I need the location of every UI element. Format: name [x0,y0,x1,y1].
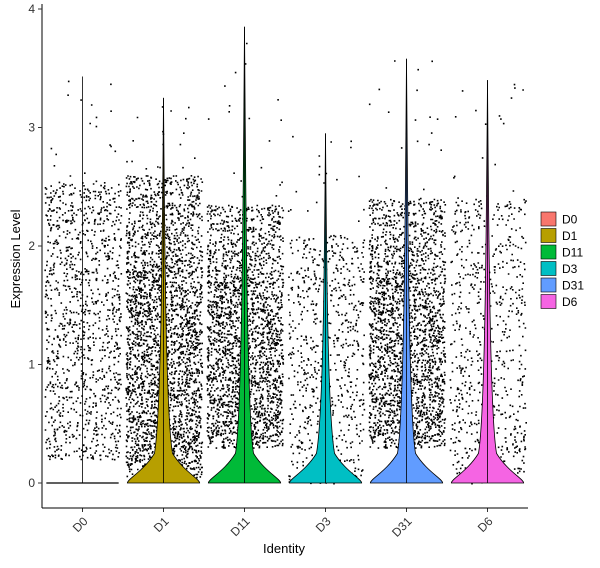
y-tick-label: 3 [28,121,35,135]
legend-label: D0 [562,213,578,227]
x-tick-label: D1 [151,514,172,535]
legend-label: D31 [562,279,584,293]
x-axis-title: Identity [263,541,305,556]
legend-label: D3 [562,262,578,276]
data-points-D11 [206,42,285,449]
y-axis-title: Expression Level [8,209,23,308]
data-points-D31 [368,60,447,449]
points-layer [44,42,527,485]
legend-swatch-D1 [540,228,557,243]
y-tick-label: 2 [28,239,35,253]
legend-swatch-D11 [540,244,557,260]
violins-layer [46,26,525,484]
data-points-D0 [44,80,123,461]
legend: D0 D1 D11 D3 D31 D6 [540,211,584,309]
x-tick-label: D11 [228,514,253,539]
legend-swatch-D31 [540,277,557,293]
y-tick-label: 1 [28,358,35,372]
y-tick-label: 0 [28,476,35,490]
x-tick-label: D3 [313,514,334,535]
legend-swatch-D6 [540,294,557,309]
x-tick-label: D0 [70,514,91,535]
legend-swatch-D3 [540,261,557,276]
y-tick-label: 4 [28,2,35,16]
legend-label: D1 [562,229,578,243]
x-tick-label: D6 [475,514,496,535]
legend-swatch-D0 [540,211,557,227]
legend-label: D6 [562,295,578,309]
legend-label: D11 [562,246,583,260]
x-tick-label: D31 [389,514,415,540]
